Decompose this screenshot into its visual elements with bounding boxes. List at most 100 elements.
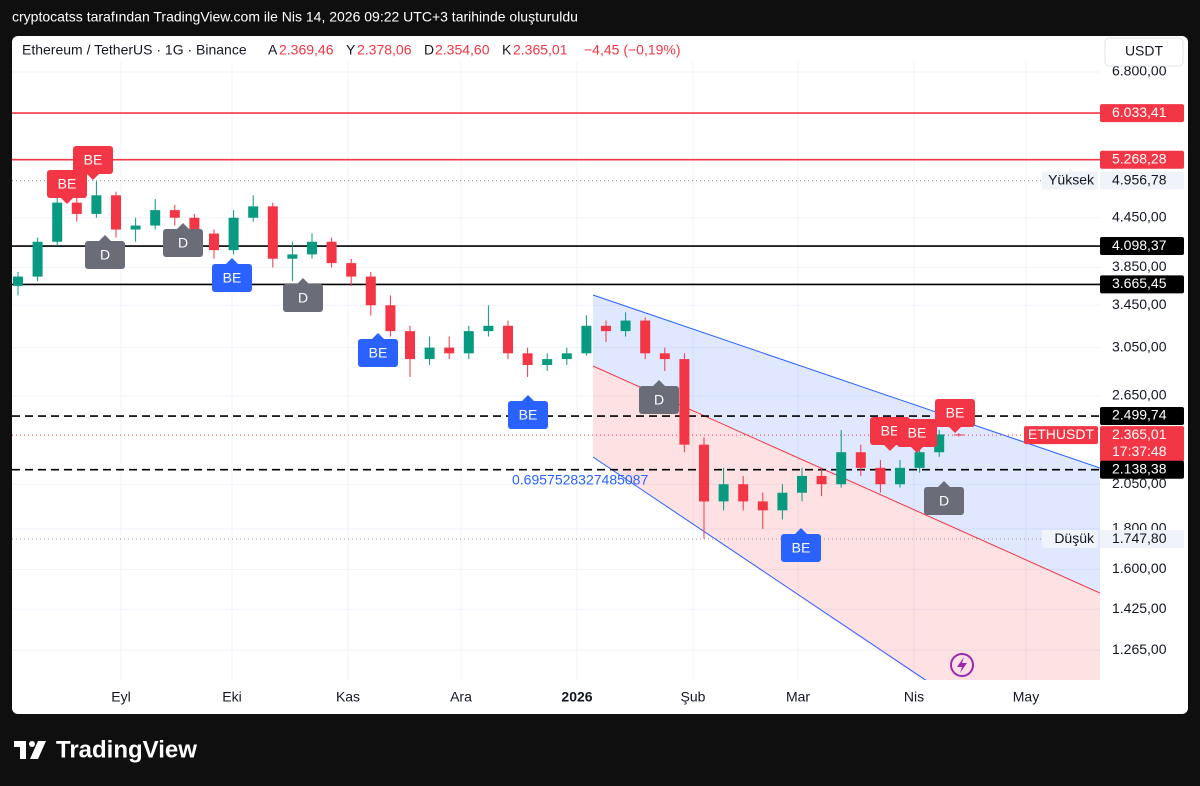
x-tick-label: Ara [450,689,472,705]
candle-body [777,492,788,511]
marker-box [508,401,548,429]
candle-body [307,241,317,255]
price-label-box [1100,407,1184,426]
x-tick-label: 2026 [561,689,592,705]
candle-body [32,241,43,277]
candle-body [150,210,161,226]
marker-tip [522,395,534,401]
marker-box [897,419,937,447]
price-label: 1.747,80 [1112,530,1167,546]
candle-body [699,444,709,502]
marker-tip [949,427,961,433]
marker-tip [911,447,923,453]
price-name-box [1024,426,1098,445]
candle-body [895,467,905,485]
plot-area: 0.6957528327485087 BE BE D D BE D BE BE D BE BE BE BE… [12,62,1100,680]
price-label-box [1100,150,1184,169]
marker-tip [653,380,665,386]
logo-part [20,741,26,759]
alert-bolt [957,657,967,673]
y-tick-label: 3.450,00 [1112,296,1167,312]
marker-label: BE [58,176,77,192]
chart-panel [12,36,1188,714]
price-label-box [1100,530,1184,549]
marker-box [358,339,398,367]
footer-logo: TradingView [14,736,197,763]
marker-tip [372,333,384,339]
marker-box [163,229,203,257]
x-tick-label: May [1013,689,1039,705]
marker-tip [884,445,896,451]
y-tick-label: 4.450,00 [1112,208,1167,224]
currency: USDT [1125,43,1164,59]
price-label-box [1100,104,1184,123]
candle-body [228,217,239,251]
candle-body [326,241,337,264]
candle-body [483,325,494,332]
price-name-box [1042,171,1098,190]
marker-label: BE [881,423,900,439]
x-tick-label: Nis [904,689,924,705]
candle-body [914,452,925,468]
change: −4,45 (−0,19%) [584,42,681,58]
marker-label: BE [84,152,103,168]
countdown: 17:37:48 [1112,443,1167,459]
candle-body [267,206,278,259]
candle-body [836,452,847,485]
marker-tip [795,528,807,534]
candle-body [169,210,180,218]
marker-label: D [298,290,308,306]
logo-part [29,741,35,747]
x-tick-label: Eki [222,689,241,705]
marker-label: BE [369,345,388,361]
price-label: 6.033,41 [1112,104,1167,120]
candle-body [757,501,768,511]
candle-body [71,202,82,214]
ohlc-value: 2.369,46 [279,42,334,58]
marker-label: D [178,235,188,251]
price-label: 3.665,45 [1112,275,1167,291]
candle-body [601,325,611,332]
candle-body [209,233,219,251]
marker-box [212,264,252,292]
candle-body [659,353,670,360]
candle-body [640,320,651,354]
marker-label: BE [792,540,811,556]
candle-body [542,359,553,365]
candle-body [287,254,298,259]
candle-body [522,353,533,365]
candle-body [365,276,376,306]
overlay: 6.800,00 4.450,00 3.850,00 3.450,00 3.050,00… [16,37,1184,705]
marker-label: D [100,247,110,263]
y-tick-label: 6.800,00 [1112,63,1167,79]
marker-label: BE [946,405,965,421]
x-tick-label: Şub [681,689,706,705]
marker-box [85,241,125,269]
candle-body [679,359,690,445]
candle-body [816,475,827,485]
ohlc-key: Y [346,42,356,58]
channel-line [592,294,1100,469]
marker-box [639,386,679,414]
marker-tip [177,223,189,229]
candle-body [620,320,631,332]
ohlc-value: 2.378,06 [357,42,412,58]
price-name: ETHUSDT [1028,426,1095,442]
candle-body [561,353,572,360]
channel-lower-fill [593,366,1100,680]
candle-body [463,331,474,354]
price-label-box [1100,460,1184,479]
y-tick-label: 1.425,00 [1112,600,1167,616]
brand: TradingView [56,736,197,763]
marker-tip [226,258,238,264]
y-tick-label: 1.600,00 [1112,560,1167,576]
currency-button[interactable] [1104,37,1184,67]
y-tick-label: 1.265,00 [1112,641,1167,657]
ohlc-key: K [502,42,512,58]
candle-body [130,225,141,230]
y-tick-label: 3.050,00 [1112,338,1167,354]
candle-body [248,206,259,218]
price-label: 4.098,37 [1112,237,1167,253]
legend-bg [16,40,696,62]
price-name: Düşük [1054,530,1095,546]
